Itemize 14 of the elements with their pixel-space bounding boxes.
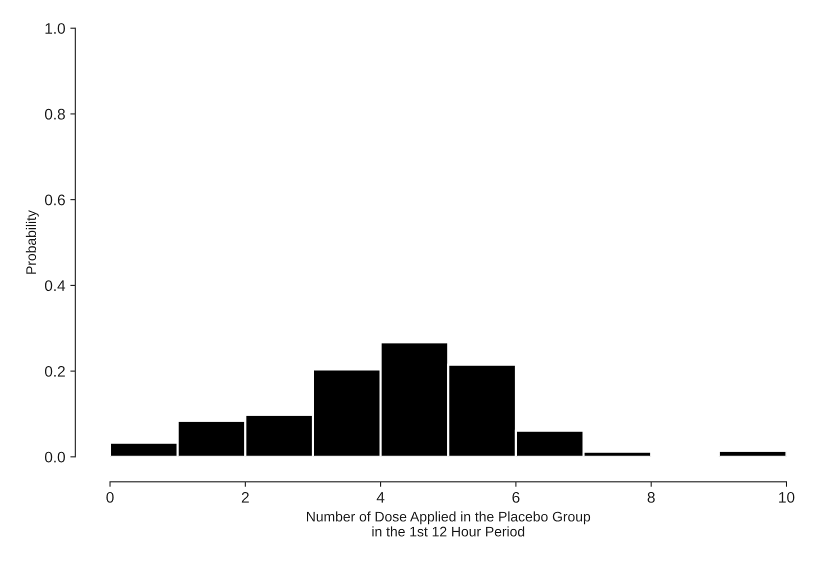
y-tick-label: 0.4 <box>44 280 66 292</box>
y-axis-title: Probability <box>26 210 39 274</box>
y-tick-label: 0.0 <box>44 452 65 463</box>
y-tick-label: 1.0 <box>46 23 65 34</box>
x-tick-label: 6 <box>512 492 520 503</box>
x-axis-title: Number of Dose Applied in the Placebo Group in the 1st 12 Hour Period <box>306 511 590 537</box>
x-tick-label: 10 <box>779 492 794 503</box>
y-tick-label: 0.6 <box>44 194 65 206</box>
x-tick-label: 2 <box>242 492 249 503</box>
x-tick-label: 0 <box>106 492 114 503</box>
x-tick-label: 8 <box>648 492 655 503</box>
y-tick-label: 0.8 <box>44 108 65 120</box>
x-tick-label: 4 <box>376 492 384 503</box>
y-tick-label: 0.2 <box>44 366 65 377</box>
